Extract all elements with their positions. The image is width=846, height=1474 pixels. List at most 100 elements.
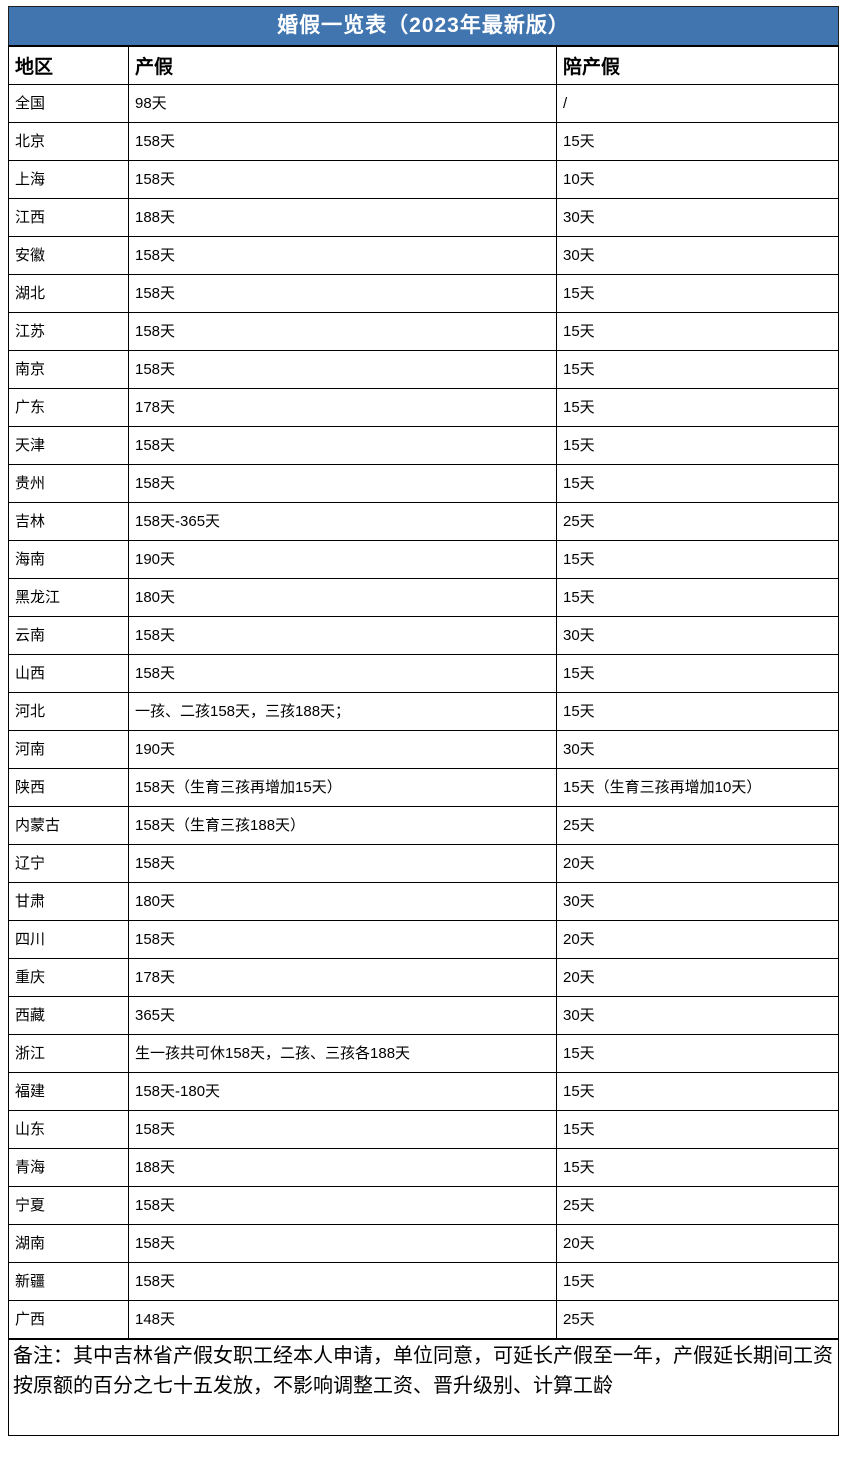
cell-maternity-leave: 190天 [128, 730, 557, 769]
table-footnote: 备注：其中吉林省产假女职工经本人申请，单位同意，可延长产假至一年，产假延长期间工… [8, 1338, 839, 1436]
cell-maternity-leave: 190天 [128, 540, 557, 579]
cell-maternity-leave: 158天-180天 [128, 1072, 557, 1111]
cell-maternity-leave: 188天 [128, 198, 557, 237]
cell-maternity-leave: 158天 [128, 1262, 557, 1301]
cell-region: 南京 [8, 350, 129, 389]
cell-region: 贵州 [8, 464, 129, 503]
cell-paternity-leave: 30天 [556, 882, 839, 921]
cell-paternity-leave: 15天 [556, 692, 839, 731]
cell-region: 吉林 [8, 502, 129, 541]
table-row: 广东 178天 15天 [8, 388, 839, 427]
table-row: 河北 一孩、二孩158天，三孩188天； 15天 [8, 692, 839, 731]
table-row: 青海 188天 15天 [8, 1148, 839, 1187]
cell-region: 甘肃 [8, 882, 129, 921]
table-row: 河南 190天 30天 [8, 730, 839, 769]
cell-maternity-leave: 158天（生育三孩再增加15天） [128, 768, 557, 807]
table-note-row: 备注：其中吉林省产假女职工经本人申请，单位同意，可延长产假至一年，产假延长期间工… [8, 1338, 839, 1436]
cell-maternity-leave: 158天 [128, 350, 557, 389]
cell-region: 云南 [8, 616, 129, 655]
cell-region: 西藏 [8, 996, 129, 1035]
table-row: 云南 158天 30天 [8, 616, 839, 655]
cell-region: 山东 [8, 1110, 129, 1149]
cell-region: 湖南 [8, 1224, 129, 1263]
cell-maternity-leave: 158天 [128, 236, 557, 275]
cell-maternity-leave: 180天 [128, 578, 557, 617]
table-row: 黑龙江 180天 15天 [8, 578, 839, 617]
cell-paternity-leave: 15天 [556, 464, 839, 503]
cell-paternity-leave: 30天 [556, 616, 839, 655]
cell-maternity-leave: 158天（生育三孩188天） [128, 806, 557, 845]
table-row: 湖南 158天 20天 [8, 1224, 839, 1263]
table-row: 浙江 生一孩共可休158天，二孩、三孩各188天 15天 [8, 1034, 839, 1073]
cell-paternity-leave: 15天 [556, 540, 839, 579]
table-row: 四川 158天 20天 [8, 920, 839, 959]
cell-maternity-leave: 生一孩共可休158天，二孩、三孩各188天 [128, 1034, 557, 1073]
table-row: 广西 148天 25天 [8, 1300, 839, 1340]
cell-region: 四川 [8, 920, 129, 959]
cell-maternity-leave: 158天 [128, 1186, 557, 1225]
cell-maternity-leave: 158天-365天 [128, 502, 557, 541]
table-header-row: 地区 产假 陪产假 [8, 45, 839, 85]
cell-paternity-leave: 15天 [556, 1148, 839, 1187]
cell-maternity-leave: 158天 [128, 312, 557, 351]
cell-maternity-leave: 158天 [128, 1224, 557, 1263]
table-body: 婚假一览表（2023年最新版） 地区 产假 陪产假 全国 98天 / 北京 158天 15… [8, 6, 839, 1436]
cell-paternity-leave: 15天 [556, 1262, 839, 1301]
cell-paternity-leave: 15天 [556, 426, 839, 465]
table-row: 上海 158天 10天 [8, 160, 839, 199]
cell-maternity-leave: 178天 [128, 388, 557, 427]
cell-paternity-leave: 15天 [556, 388, 839, 427]
cell-region: 浙江 [8, 1034, 129, 1073]
cell-maternity-leave: 180天 [128, 882, 557, 921]
cell-region: 河南 [8, 730, 129, 769]
cell-region: 天津 [8, 426, 129, 465]
cell-paternity-leave: 30天 [556, 236, 839, 275]
table-row: 全国 98天 / [8, 84, 839, 123]
cell-region: 上海 [8, 160, 129, 199]
cell-paternity-leave: 15天 [556, 122, 839, 161]
leave-policy-table: 婚假一览表（2023年最新版） 地区 产假 陪产假 全国 98天 / 北京 158天 15… [8, 6, 839, 1436]
table-row: 陕西 158天（生育三孩再增加15天） 15天（生育三孩再增加10天） [8, 768, 839, 807]
table-row: 南京 158天 15天 [8, 350, 839, 389]
cell-region: 广西 [8, 1300, 129, 1340]
cell-maternity-leave: 98天 [128, 84, 557, 123]
cell-maternity-leave: 158天 [128, 160, 557, 199]
cell-region: 青海 [8, 1148, 129, 1187]
cell-maternity-leave: 158天 [128, 122, 557, 161]
cell-paternity-leave: 15天 [556, 1072, 839, 1111]
cell-paternity-leave: 30天 [556, 996, 839, 1035]
cell-region: 江西 [8, 198, 129, 237]
cell-maternity-leave: 158天 [128, 1110, 557, 1149]
cell-maternity-leave: 158天 [128, 654, 557, 693]
cell-paternity-leave: 25天 [556, 1300, 839, 1340]
cell-paternity-leave: / [556, 84, 839, 123]
cell-maternity-leave: 365天 [128, 996, 557, 1035]
cell-region: 内蒙古 [8, 806, 129, 845]
table-row: 重庆 178天 20天 [8, 958, 839, 997]
cell-paternity-leave: 15天 [556, 1110, 839, 1149]
table-row: 天津 158天 15天 [8, 426, 839, 465]
table-row: 贵州 158天 15天 [8, 464, 839, 503]
cell-paternity-leave: 20天 [556, 958, 839, 997]
cell-paternity-leave: 25天 [556, 1186, 839, 1225]
table-row: 内蒙古 158天（生育三孩188天） 25天 [8, 806, 839, 845]
table-row: 西藏 365天 30天 [8, 996, 839, 1035]
cell-maternity-leave: 158天 [128, 274, 557, 313]
table-row: 辽宁 158天 20天 [8, 844, 839, 883]
cell-maternity-leave: 158天 [128, 920, 557, 959]
column-header-paternity: 陪产假 [556, 45, 839, 85]
cell-maternity-leave: 一孩、二孩158天，三孩188天； [128, 692, 557, 731]
cell-region: 重庆 [8, 958, 129, 997]
table-title-row: 婚假一览表（2023年最新版） [8, 6, 839, 47]
cell-region: 山西 [8, 654, 129, 693]
table-row: 海南 190天 15天 [8, 540, 839, 579]
table-row: 江西 188天 30天 [8, 198, 839, 237]
cell-region: 北京 [8, 122, 129, 161]
cell-paternity-leave: 30天 [556, 730, 839, 769]
cell-paternity-leave: 15天（生育三孩再增加10天） [556, 768, 839, 807]
cell-maternity-leave: 158天 [128, 464, 557, 503]
cell-region: 江苏 [8, 312, 129, 351]
cell-maternity-leave: 158天 [128, 426, 557, 465]
cell-paternity-leave: 20天 [556, 1224, 839, 1263]
cell-region: 福建 [8, 1072, 129, 1111]
